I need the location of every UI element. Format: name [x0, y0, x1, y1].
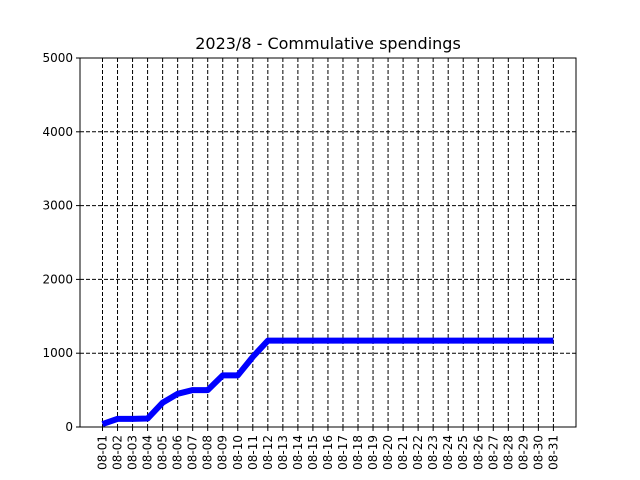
x-axis: 08-01 08-02 08-03 08-04 08-05 08-06 08-07 08-08…	[96, 427, 560, 470]
x-tick-label: 08-13	[276, 435, 290, 470]
x-tick-label: 08-06	[171, 435, 185, 470]
y-tick-label: 2000	[42, 272, 73, 286]
y-tick-label: 5000	[42, 51, 73, 65]
chart-title: 2023/8 - Commulative spendings	[195, 34, 461, 53]
x-tick-label: 08-22	[411, 435, 425, 470]
x-tick-label: 08-23	[426, 435, 440, 470]
x-tick-label: 08-11	[246, 435, 260, 470]
x-tick-label: 08-31	[546, 435, 560, 470]
x-tick-label: 08-18	[351, 435, 365, 470]
x-tick-label: 08-02	[111, 435, 125, 470]
x-tick-label: 08-03	[126, 435, 140, 470]
x-tick-label: 08-30	[531, 435, 545, 470]
x-tick-label: 08-15	[306, 435, 320, 470]
x-tick-label: 08-29	[516, 435, 530, 470]
y-tick-label: 1000	[42, 346, 73, 360]
x-tick-label: 08-04	[141, 435, 155, 470]
x-tick-label: 08-20	[381, 435, 395, 470]
y-axis: 0 1000 2000 3000 4000 5000	[42, 51, 80, 434]
x-tick-label: 08-28	[501, 435, 515, 470]
x-tick-label: 08-27	[486, 435, 500, 470]
y-tick-label: 3000	[42, 199, 73, 213]
x-tick-label: 08-08	[201, 435, 215, 470]
x-tick-label: 08-09	[216, 435, 230, 470]
series-layer	[101, 337, 554, 427]
x-tick-label: 08-19	[366, 435, 380, 470]
x-tick-label: 08-05	[156, 435, 170, 470]
y-tick-label: 4000	[42, 125, 73, 139]
x-tick-label: 08-25	[456, 435, 470, 470]
x-tick-label: 08-17	[336, 435, 350, 470]
series-line	[101, 337, 554, 427]
x-tick-label: 08-10	[231, 435, 245, 470]
x-tick-label: 08-26	[471, 435, 485, 470]
x-tick-label: 08-07	[186, 435, 200, 470]
y-tick-label: 0	[65, 420, 73, 434]
x-tick-label: 08-12	[261, 435, 275, 470]
x-tick-label: 08-16	[321, 435, 335, 470]
x-tick-label: 08-21	[396, 435, 410, 470]
x-tick-label: 08-14	[291, 435, 305, 470]
grid-lines	[80, 58, 576, 427]
x-tick-label: 08-24	[441, 435, 455, 470]
x-tick-label: 08-01	[96, 435, 110, 470]
